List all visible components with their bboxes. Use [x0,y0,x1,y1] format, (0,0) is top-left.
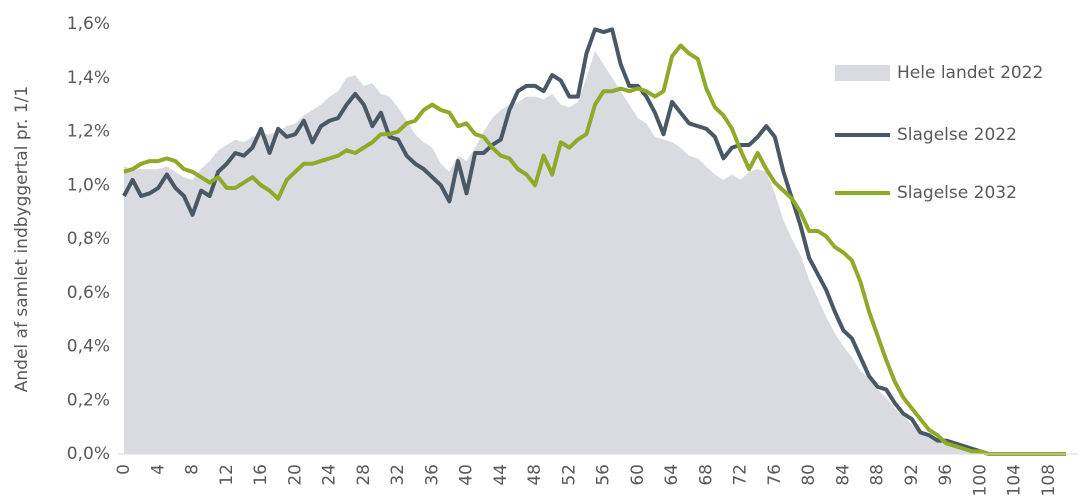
x-tick-label: 28 [354,464,374,486]
x-tick-label: 36 [422,464,442,486]
x-tick-label: 44 [491,464,511,486]
x-tick-label: 92 [902,464,922,486]
x-tick-label: 72 [731,464,751,486]
y-tick-label: 1,4% [67,68,110,88]
legend-label: Slagelse 2022 [897,125,1017,145]
legend-label: Slagelse 2032 [897,183,1017,203]
x-tick-label: 12 [217,464,237,486]
y-tick-label: 1,6% [67,14,110,34]
x-tick-label: 64 [662,464,682,486]
y-tick-label: 0,6% [67,283,110,303]
x-tick-label: 80 [799,464,819,486]
y-tick-label: 1,2% [67,122,110,142]
x-tick-label: 56 [594,464,614,486]
y-tick-label: 1,0% [67,175,110,195]
line [123,43,1066,456]
y-axis-label: Andel af samlet indbyggertal pr. 1/1 [12,86,32,392]
y-tick-label: 0,0% [67,444,110,464]
x-tick-label: 96 [936,464,956,486]
x-tick-label: 52 [559,464,579,486]
x-tick-label: 100 [970,464,990,496]
x-tick-label: 108 [1039,464,1059,496]
x-tick-label: 60 [628,464,648,486]
x-tick-label: 16 [251,464,271,486]
x-tick-label: 68 [696,464,716,486]
x-tick-label: 76 [765,464,785,486]
x-tick-label: 24 [320,464,340,486]
legend-label: Hele landet 2022 [897,63,1043,83]
x-tick-label: 40 [457,464,477,486]
x-tick-label: 104 [1005,464,1025,496]
x-tick-label: 84 [833,464,853,486]
line [122,27,1066,456]
legend-swatch [835,65,890,81]
x-tick-label: 88 [868,464,888,486]
x-tick-label: 4 [148,464,168,475]
x-tick-label: 32 [388,464,408,486]
x-tick-label: 8 [183,464,203,475]
x-tick-label: 20 [285,464,305,486]
y-tick-label: 0,4% [67,337,110,357]
y-tick-label: 0,2% [67,390,110,410]
x-tick-label: 48 [525,464,545,486]
x-tick-label: 0 [114,464,134,475]
y-tick-label: 0,8% [67,229,110,249]
